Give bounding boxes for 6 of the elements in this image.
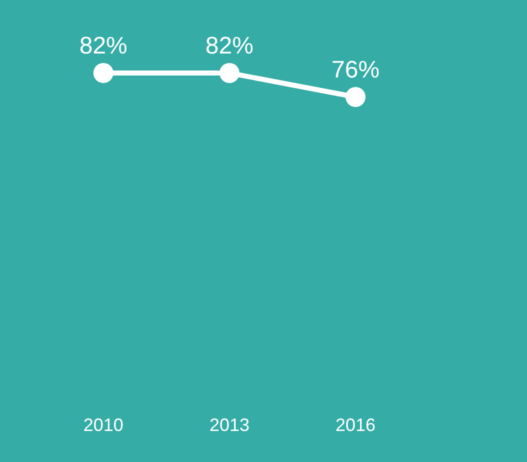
x-tick-label: 2016 <box>336 415 376 435</box>
data-label: 82% <box>79 32 128 60</box>
x-tick-label: 2013 <box>209 415 250 435</box>
data-label: 82% <box>205 32 254 60</box>
data-label: 76% <box>332 56 380 84</box>
x-tick-label: 2010 <box>83 415 124 435</box>
